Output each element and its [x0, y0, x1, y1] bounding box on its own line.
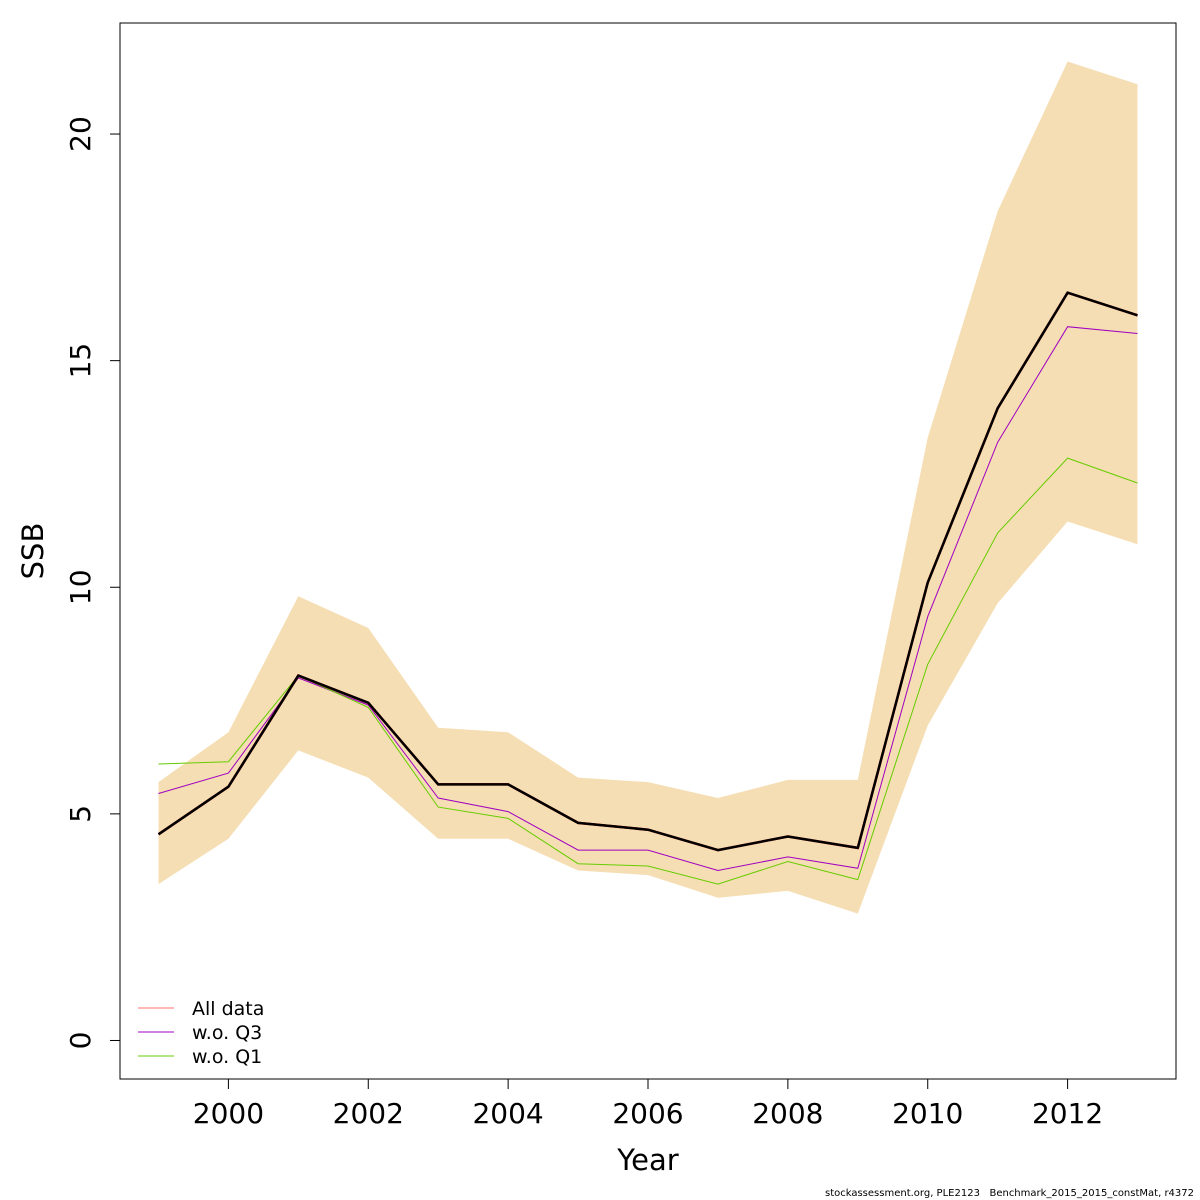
y-tick-label: 10: [64, 569, 97, 605]
x-tick-label: 2008: [752, 1097, 823, 1130]
y-tick-label: 20: [64, 116, 97, 152]
x-axis: 2000 2002 2004 2006 2008 2010 2012: [193, 1079, 1103, 1130]
series-layer: [157, 291, 1138, 885]
x-tick-label: 2002: [333, 1097, 404, 1130]
x-axis-title: Year: [616, 1143, 678, 1177]
confidence-band-layer: [158, 61, 1138, 914]
legend-label: w.o. Q3: [192, 1022, 262, 1044]
y-tick-label: 0: [64, 1032, 97, 1050]
x-tick-label: 2004: [472, 1097, 543, 1130]
x-tick-label: 2010: [892, 1097, 963, 1130]
legend-label: All data: [192, 998, 264, 1020]
series-line-w-o-q1: [158, 457, 1138, 885]
y-tick-label: 5: [64, 805, 97, 823]
y-axis: 0 5 10 15 20: [64, 116, 120, 1049]
series-line-w-o-q3: [158, 326, 1138, 872]
y-tick-label: 15: [64, 343, 97, 379]
x-tick-label: 2006: [612, 1097, 683, 1130]
confidence-band: [158, 61, 1138, 914]
x-tick-label: 2000: [193, 1097, 264, 1130]
x-tick-label: 2012: [1032, 1097, 1103, 1130]
y-axis-title: SSB: [16, 523, 50, 580]
footer-credit: stockassessment.org, PLE2123 Benchmark_2…: [824, 1188, 1194, 1199]
estimate-line: [157, 291, 1138, 852]
legend-label: w.o. Q1: [192, 1046, 262, 1068]
